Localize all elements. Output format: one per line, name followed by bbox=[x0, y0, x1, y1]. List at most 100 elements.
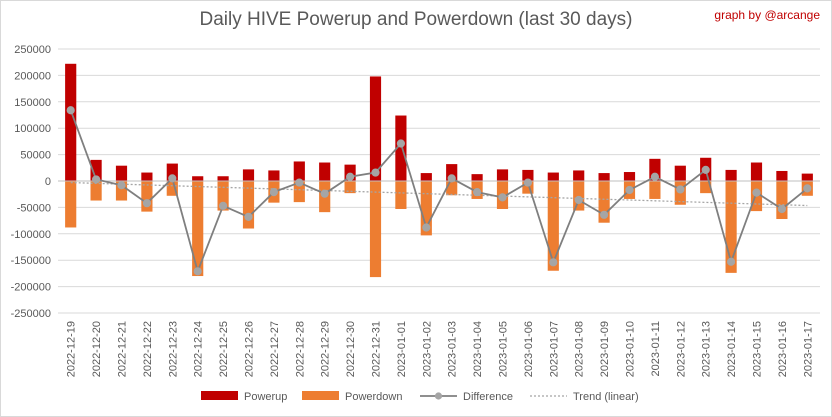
y-tick-label: -200000 bbox=[11, 282, 51, 294]
difference-line bbox=[66, 106, 812, 276]
powerdown-bar bbox=[115, 181, 128, 201]
powerup-bar bbox=[725, 169, 737, 181]
legend-swatch bbox=[201, 391, 238, 400]
difference-point bbox=[676, 185, 685, 194]
y-axis-tick-labels: 250000 200000 150000 100000 50000 0 -50000 -100… bbox=[11, 44, 51, 320]
difference-point bbox=[193, 267, 202, 276]
powerdown-bar bbox=[420, 181, 432, 236]
powerdown-bar bbox=[395, 181, 407, 209]
powerdown-bar bbox=[344, 181, 356, 194]
powerdown-bar bbox=[649, 181, 661, 199]
powerup-bar bbox=[242, 169, 255, 181]
difference-point bbox=[269, 187, 278, 197]
powerup-bar bbox=[166, 163, 178, 181]
powerup-bar bbox=[420, 173, 432, 181]
difference-point bbox=[396, 139, 405, 148]
difference-point bbox=[752, 188, 761, 197]
powerup-bar bbox=[674, 165, 686, 181]
difference-point bbox=[244, 212, 253, 222]
powerup-bar bbox=[217, 176, 229, 181]
x-tick-label: 2023-01-09 bbox=[599, 321, 611, 377]
x-tick-label: 2023-01-11 bbox=[650, 321, 662, 376]
legend-label: Powerdown bbox=[345, 391, 402, 403]
x-tick-label: 2022-12-19 bbox=[66, 321, 78, 377]
powerup-bar bbox=[496, 169, 509, 181]
x-tick-label: 2023-01-14 bbox=[726, 321, 738, 377]
difference-point bbox=[447, 174, 456, 183]
trend-line-path bbox=[70, 181, 808, 207]
powerdown-bar bbox=[90, 181, 102, 201]
powerdown-bar bbox=[547, 181, 559, 271]
powerdown-bar bbox=[192, 181, 204, 277]
x-tick-label: 2023-01-16 bbox=[777, 321, 789, 377]
y-tick-label: -100000 bbox=[11, 229, 51, 241]
legend: Powerup Powerdown Difference Trend (linear) bbox=[201, 391, 639, 403]
powerup-bar bbox=[65, 63, 77, 182]
x-tick-label: 2022-12-31 bbox=[371, 321, 383, 377]
powerup-bar bbox=[598, 173, 610, 181]
powerup-bar bbox=[293, 161, 305, 181]
x-tick-label: 2022-12-26 bbox=[244, 321, 256, 377]
powerdown-bar bbox=[217, 181, 229, 211]
difference-point bbox=[142, 199, 151, 208]
difference-point bbox=[92, 175, 101, 184]
powerdown-bar bbox=[242, 181, 255, 229]
x-tick-label: 2022-12-21 bbox=[117, 321, 129, 377]
y-tick-label: 200000 bbox=[14, 70, 51, 82]
x-tick-label: 2022-12-29 bbox=[320, 321, 332, 377]
legend-item: Difference bbox=[420, 391, 513, 403]
powerdown-bar bbox=[776, 181, 788, 220]
powerup-bar bbox=[522, 169, 534, 181]
powerup-bar bbox=[776, 170, 788, 181]
powerdown-bar bbox=[166, 181, 178, 196]
powerup-bar bbox=[115, 165, 128, 181]
powerdown-bar bbox=[573, 181, 585, 211]
difference-point bbox=[574, 195, 583, 205]
difference-point bbox=[295, 178, 304, 187]
powerup-bar bbox=[446, 164, 458, 181]
powerup-bar bbox=[268, 170, 280, 181]
powerdown-bar bbox=[141, 181, 153, 212]
legend-item: Powerup bbox=[201, 391, 287, 403]
powerdown-bar bbox=[700, 181, 712, 194]
difference-point bbox=[66, 106, 75, 115]
powerup-bar bbox=[547, 172, 559, 181]
powerup-bar bbox=[141, 172, 153, 181]
difference-point bbox=[803, 184, 812, 193]
x-tick-label: 2022-12-22 bbox=[142, 321, 154, 377]
powerup-bar bbox=[369, 76, 382, 181]
legend-label: Trend (linear) bbox=[573, 391, 639, 403]
difference-point bbox=[650, 172, 660, 181]
powerup-bar bbox=[801, 173, 813, 181]
powerdown-bar bbox=[598, 181, 610, 223]
difference-point bbox=[549, 258, 558, 267]
x-tick-label: 2023-01-03 bbox=[447, 321, 459, 377]
powerdown-bar bbox=[522, 181, 534, 194]
x-tick-label: 2023-01-04 bbox=[472, 321, 484, 377]
powerdown-bar bbox=[65, 181, 77, 228]
powerup-bar bbox=[192, 176, 204, 181]
powerup-bar bbox=[319, 162, 331, 181]
difference-point bbox=[523, 178, 533, 187]
legend-label: Difference bbox=[463, 391, 513, 403]
difference-point bbox=[727, 257, 736, 266]
x-tick-label: 2023-01-08 bbox=[574, 321, 586, 377]
legend-item: Powerdown bbox=[302, 391, 402, 403]
x-tick-label: 2023-01-12 bbox=[675, 321, 687, 377]
x-tick-label: 2022-12-27 bbox=[269, 321, 281, 377]
y-tick-label: 0 bbox=[45, 176, 51, 188]
x-tick-label: 2022-12-20 bbox=[91, 321, 103, 377]
difference-point bbox=[473, 187, 482, 197]
x-tick-label: 2022-12-23 bbox=[167, 321, 179, 377]
powerup-bar bbox=[750, 162, 763, 181]
difference-point bbox=[346, 172, 355, 181]
powerup-bar bbox=[649, 158, 661, 181]
x-tick-label: 2023-01-07 bbox=[548, 321, 560, 377]
x-tick-label: 2023-01-15 bbox=[752, 321, 764, 377]
y-tick-label: 150000 bbox=[14, 97, 51, 109]
y-tick-label: 100000 bbox=[14, 123, 51, 135]
difference-point bbox=[498, 193, 507, 202]
powerup-bar bbox=[90, 159, 102, 181]
difference-point bbox=[320, 189, 329, 198]
